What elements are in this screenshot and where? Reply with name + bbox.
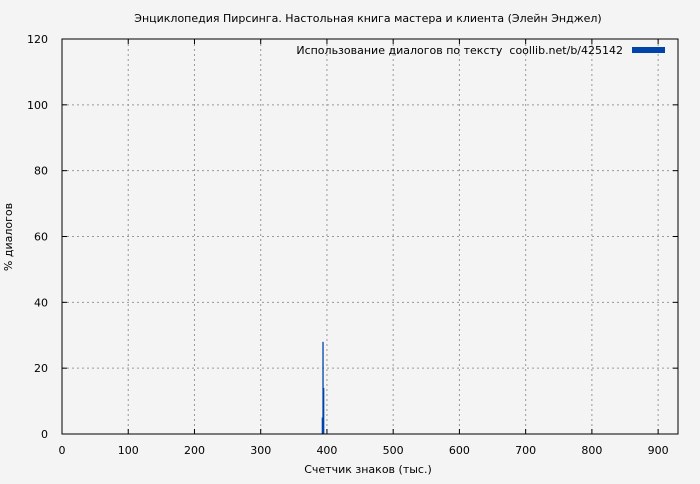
legend-swatch: [632, 47, 665, 53]
legend: Использование диалогов по тексту coollib…: [296, 44, 665, 57]
bar: [322, 341, 324, 434]
y-tick-label: 60: [34, 231, 48, 244]
grid: [62, 39, 678, 434]
bar: [321, 417, 324, 434]
y-axis-label: % диалогов: [2, 203, 15, 271]
x-tick-label: 200: [184, 444, 205, 457]
x-tick-label: 100: [118, 444, 139, 457]
x-tick-label: 600: [449, 444, 470, 457]
y-tick-label: 0: [41, 428, 48, 441]
legend-label: Использование диалогов по тексту coollib…: [296, 44, 623, 57]
y-tick-label: 100: [27, 99, 48, 112]
x-tick-label: 700: [515, 444, 536, 457]
x-tick-label: 0: [59, 444, 66, 457]
x-tick-label: 900: [648, 444, 669, 457]
y-tick-label: 80: [34, 165, 48, 178]
y-tick-label: 120: [27, 33, 48, 46]
chart-title: Энциклопедия Пирсинга. Настольная книга …: [134, 12, 601, 25]
x-tick-label: 300: [250, 444, 271, 457]
x-tick-label: 800: [581, 444, 602, 457]
bar: [323, 387, 325, 434]
y-tick-label: 20: [34, 362, 48, 375]
x-tick-label: 500: [383, 444, 404, 457]
bars: [321, 341, 325, 434]
plot-frame: [61, 38, 679, 435]
y-tick-label: 40: [34, 296, 48, 309]
x-axis-label: Счетчик знаков (тыс.): [304, 463, 432, 476]
x-tick-label: 400: [316, 444, 337, 457]
ticks: 0 100 200 300 400 500 600 700 800 900 0 20 40 60 80 100…: [27, 33, 678, 457]
